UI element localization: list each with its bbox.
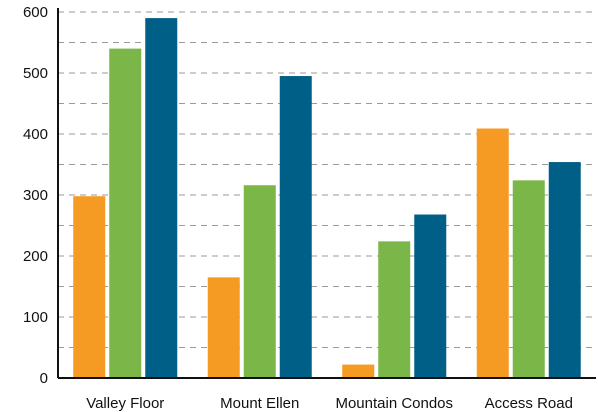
y-tick-label: 300 bbox=[23, 187, 48, 204]
y-tick-label: 100 bbox=[23, 309, 48, 326]
y-tick-label: 200 bbox=[23, 248, 48, 265]
bar bbox=[279, 76, 312, 379]
bar bbox=[378, 241, 411, 378]
x-tick-label: Mount Ellen bbox=[220, 395, 299, 412]
bar bbox=[145, 18, 178, 378]
bar bbox=[207, 277, 240, 378]
bar bbox=[243, 185, 276, 378]
bar bbox=[414, 214, 447, 378]
bar bbox=[548, 162, 581, 378]
y-tick-label: 400 bbox=[23, 126, 48, 143]
x-tick-label: Access Road bbox=[485, 395, 573, 412]
y-tick-label: 600 bbox=[23, 4, 48, 21]
y-tick-label: 0 bbox=[40, 370, 48, 387]
bar bbox=[342, 364, 375, 378]
bar bbox=[512, 180, 545, 378]
y-tick-label: 500 bbox=[23, 65, 48, 82]
bar bbox=[109, 48, 142, 378]
x-tick-label: Mountain Condos bbox=[335, 395, 453, 412]
bar bbox=[73, 196, 106, 378]
x-tick-label: Valley Floor bbox=[86, 395, 164, 412]
bar bbox=[476, 128, 509, 378]
